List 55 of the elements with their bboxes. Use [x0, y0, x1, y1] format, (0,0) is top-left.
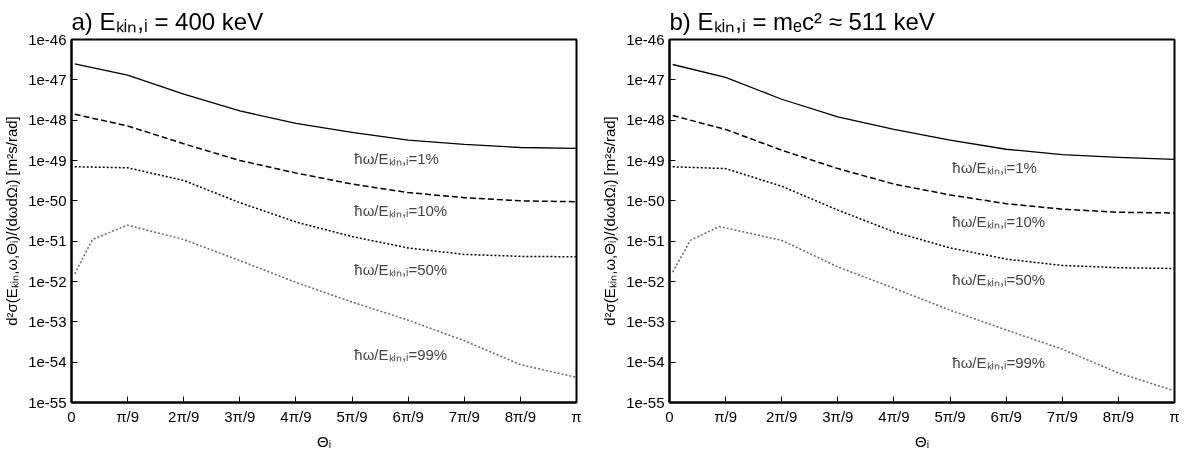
- series-label: ħω/Eₖᵢₙ,ᵢ=10%: [354, 201, 448, 219]
- x-tick-label: 8π/9: [1102, 407, 1134, 425]
- y-tick-label: 1e-54: [626, 353, 665, 371]
- x-tick-label: 2π/9: [766, 407, 798, 425]
- y-axis-title: d²σ(Eₖᵢₙ,ω,Θᵢ)/(dωdΩᵢ) [m²s/rad]: [601, 116, 619, 326]
- x-tick-label: 0: [67, 407, 76, 425]
- series-label: ħω/Eₖᵢₙ,ᵢ=1%: [354, 149, 439, 167]
- y-tick-label: 1e-49: [28, 151, 67, 169]
- x-tick-label: 5π/9: [336, 407, 368, 425]
- y-tick-label: 1e-48: [626, 111, 665, 129]
- chart-title: b) Eₖᵢₙ,ᵢ = mₑc² ≈ 511 keV: [669, 7, 935, 35]
- series-label: ħω/Eₖᵢₙ,ᵢ=1%: [952, 159, 1037, 177]
- x-tick-label: π: [1169, 407, 1180, 425]
- y-tick-label: 1e-46: [28, 30, 67, 48]
- x-tick-label: π/9: [116, 407, 140, 425]
- series-label: ħω/Eₖᵢₙ,ᵢ=10%: [952, 212, 1046, 230]
- x-axis-title: Θᵢ: [914, 432, 930, 450]
- x-tick-label: 4π/9: [878, 407, 910, 425]
- y-tick-label: 1e-46: [626, 30, 665, 48]
- y-tick-label: 1e-53: [626, 312, 665, 330]
- series-label: ħω/Eₖᵢₙ,ᵢ=99%: [952, 354, 1046, 372]
- y-tick-label: 1e-55: [28, 393, 67, 411]
- x-axis-title: Θᵢ: [316, 432, 332, 450]
- x-tick-label: 4π/9: [280, 407, 312, 425]
- y-tick-label: 1e-55: [626, 393, 665, 411]
- y-tick-label: 1e-47: [28, 70, 67, 88]
- series-label: ħω/Eₖᵢₙ,ᵢ=50%: [952, 270, 1046, 288]
- x-tick-label: 6π/9: [990, 407, 1022, 425]
- x-tick-label: π/9: [714, 407, 738, 425]
- series-label: ħω/Eₖᵢₙ,ᵢ=99%: [354, 345, 448, 363]
- y-tick-label: 1e-51: [626, 232, 665, 250]
- y-tick-label: 1e-48: [28, 111, 67, 129]
- x-tick-label: 3π/9: [822, 407, 854, 425]
- y-tick-label: 1e-50: [626, 191, 665, 209]
- y-tick-label: 1e-52: [28, 272, 67, 290]
- x-tick-label: 7π/9: [1046, 407, 1078, 425]
- line-series: [73, 224, 577, 379]
- y-tick-label: 1e-53: [28, 312, 67, 330]
- x-tick-label: 5π/9: [934, 407, 966, 425]
- x-tick-label: 2π/9: [168, 407, 200, 425]
- y-tick-label: 1e-50: [28, 191, 67, 209]
- y-tick-label: 1e-52: [626, 272, 665, 290]
- y-axis-title: d²σ(Eₖᵢₙ,ω,Θᵢ)/(dωdΩᵢ) [m²s/rad]: [3, 116, 21, 326]
- x-tick-label: 3π/9: [224, 407, 256, 425]
- x-tick-label: 6π/9: [392, 407, 424, 425]
- x-tick-label: 7π/9: [448, 407, 480, 425]
- y-tick-label: 1e-54: [28, 353, 67, 371]
- x-tick-label: 8π/9: [504, 407, 536, 425]
- y-tick-label: 1e-49: [626, 151, 665, 169]
- x-tick-label: π: [571, 407, 582, 425]
- chart-title: a) Eₖᵢₙ,ᵢ = 400 keV: [71, 7, 264, 35]
- y-tick-label: 1e-47: [626, 70, 665, 88]
- y-tick-label: 1e-51: [28, 232, 67, 250]
- x-tick-label: 0: [665, 407, 674, 425]
- series-label: ħω/Eₖᵢₙ,ᵢ=50%: [354, 260, 448, 278]
